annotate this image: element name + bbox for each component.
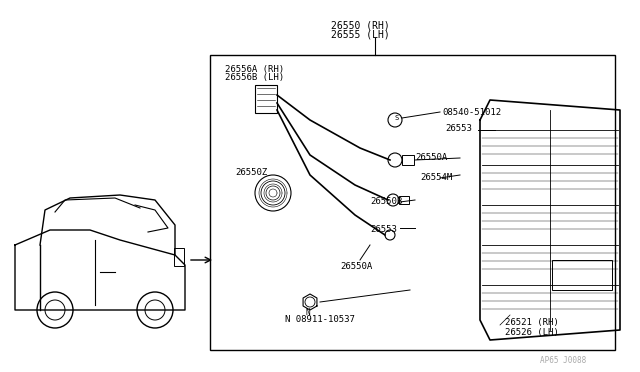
Text: 26556A (RH): 26556A (RH) bbox=[225, 65, 284, 74]
Text: N: N bbox=[306, 308, 310, 317]
Text: 08540-51012: 08540-51012 bbox=[442, 108, 501, 117]
Text: AP65 J0088: AP65 J0088 bbox=[540, 356, 586, 365]
Text: 26550Z: 26550Z bbox=[235, 168, 268, 177]
Text: 26550B: 26550B bbox=[370, 197, 403, 206]
Bar bbox=[174, 248, 184, 266]
Text: 26554M: 26554M bbox=[420, 173, 452, 182]
Text: 26521 (RH): 26521 (RH) bbox=[505, 318, 559, 327]
Text: 26553: 26553 bbox=[370, 225, 397, 234]
Text: S: S bbox=[395, 115, 399, 121]
Bar bbox=[552, 260, 612, 290]
Text: 26526 (LH): 26526 (LH) bbox=[505, 328, 559, 337]
Bar bbox=[402, 155, 414, 165]
Bar bbox=[210, 55, 615, 350]
Text: 26550 (RH): 26550 (RH) bbox=[331, 20, 389, 30]
Text: 26553: 26553 bbox=[445, 124, 472, 133]
Text: 26555 (LH): 26555 (LH) bbox=[331, 29, 389, 39]
Bar bbox=[255, 85, 277, 113]
Text: 26556B (LH): 26556B (LH) bbox=[225, 73, 284, 82]
Text: 26550A: 26550A bbox=[340, 262, 372, 271]
Text: 26550A: 26550A bbox=[415, 153, 447, 162]
Text: N 08911-10537: N 08911-10537 bbox=[285, 315, 355, 324]
Bar bbox=[399, 196, 409, 204]
